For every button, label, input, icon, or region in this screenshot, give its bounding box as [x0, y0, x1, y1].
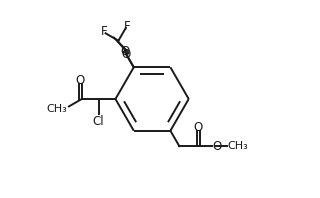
Text: Cl: Cl	[93, 115, 104, 128]
Text: CH₃: CH₃	[228, 141, 249, 151]
Text: O: O	[120, 45, 130, 58]
Text: O: O	[76, 74, 85, 87]
Text: F: F	[101, 25, 107, 38]
Text: O: O	[122, 48, 131, 61]
Text: O: O	[212, 140, 222, 153]
Text: CH₃: CH₃	[47, 104, 67, 114]
Text: F: F	[124, 20, 131, 33]
Text: O: O	[194, 121, 203, 134]
